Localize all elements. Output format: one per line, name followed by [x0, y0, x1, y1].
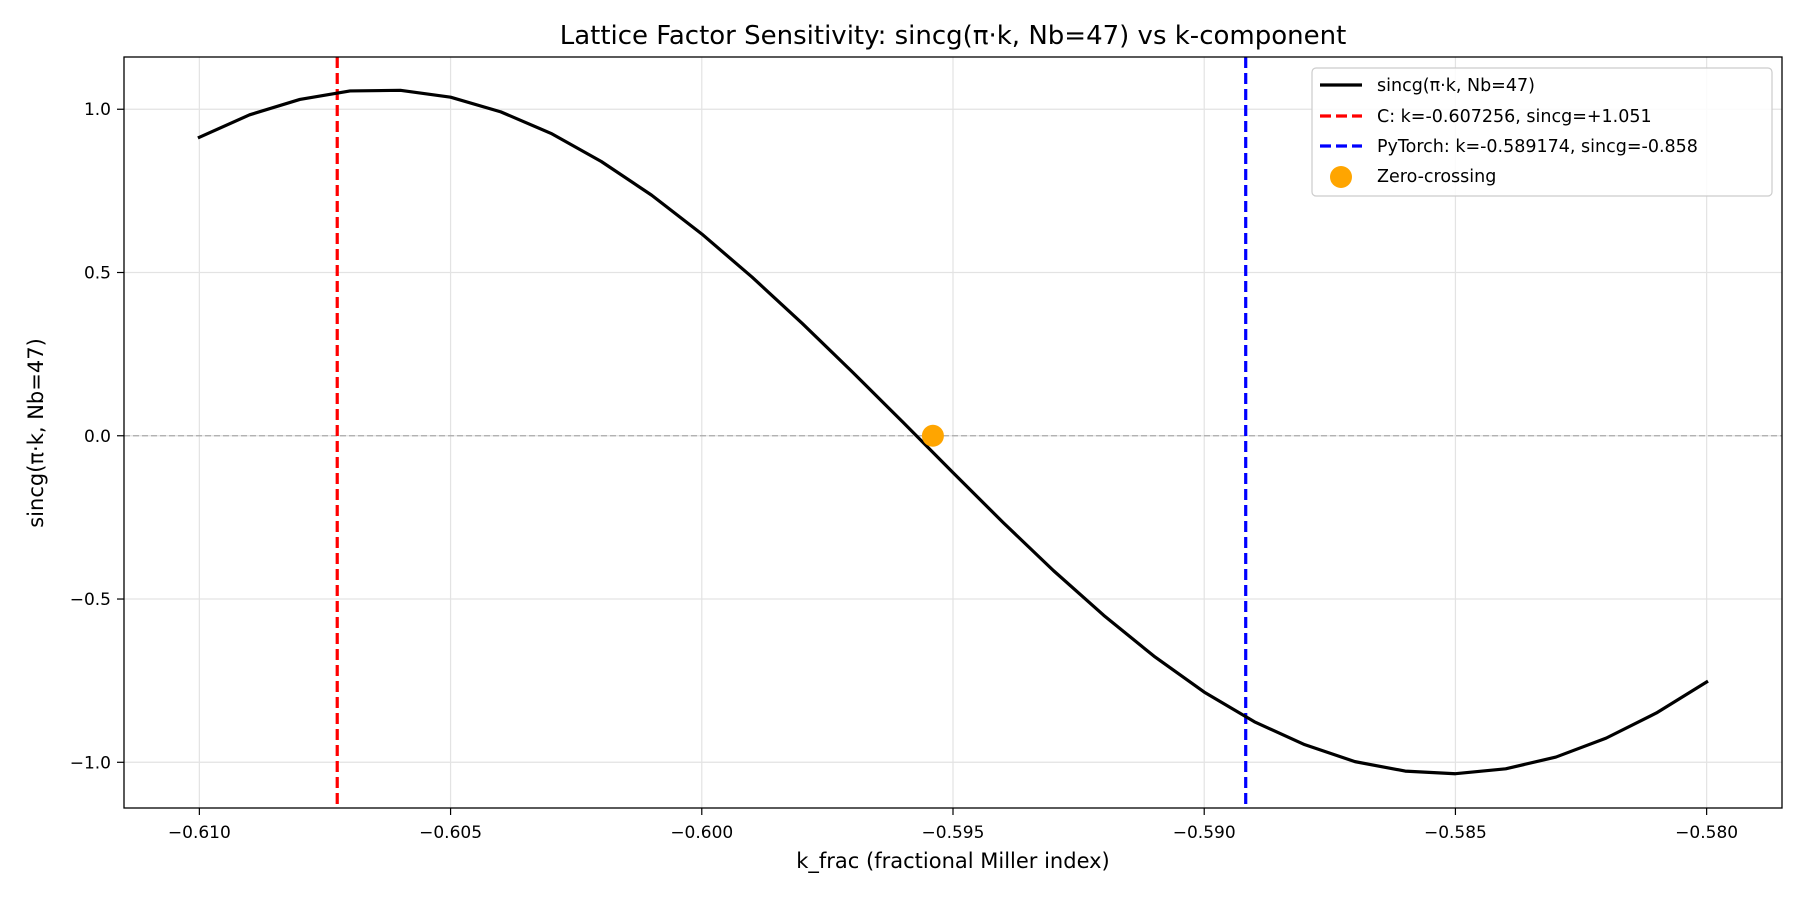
x-tick-label: −0.605 — [419, 823, 482, 843]
x-tick-label: −0.585 — [1424, 823, 1487, 843]
x-axis: −0.610 −0.605 −0.600 −0.595 −0.590 −0.585 −0.5… — [168, 808, 1738, 843]
y-tick-label: 0.5 — [84, 264, 111, 284]
x-tick-label: −0.610 — [168, 823, 231, 843]
y-axis-title: sincg(π·k, Nb=47) — [24, 338, 48, 528]
x-tick-label: −0.580 — [1675, 823, 1738, 843]
y-axis: 1.0 0.5 0.0 −0.5 −1.0 — [70, 100, 124, 773]
y-tick-label: 1.0 — [84, 100, 111, 120]
x-axis-title: k_frac (fractional Miller index) — [796, 849, 1110, 874]
zero-crossing-marker — [921, 424, 944, 447]
legend-swatch-zero-crossing — [1330, 166, 1352, 188]
reference-lines — [124, 57, 1782, 808]
chart-title: Lattice Factor Sensitivity: sincg(π·k, N… — [560, 21, 1347, 51]
y-tick-label: −1.0 — [70, 753, 111, 773]
legend-label-c: C: k=-0.607256, sincg=+1.051 — [1377, 107, 1652, 127]
x-tick-label: −0.590 — [1173, 823, 1236, 843]
series-line-sincg — [197, 88, 1709, 776]
legend-box — [1311, 67, 1773, 197]
y-tick-label: −0.5 — [70, 590, 111, 610]
legend-label-pytorch: PyTorch: k=-0.589174, sincg=-0.858 — [1377, 137, 1698, 157]
series-group — [197, 88, 1709, 776]
x-tick-label: −0.595 — [922, 823, 985, 843]
markers-group — [921, 424, 944, 447]
x-tick-label: −0.600 — [670, 823, 733, 843]
y-tick-label: 0.0 — [84, 427, 111, 447]
legend-label-zero-crossing: Zero-crossing — [1377, 167, 1496, 187]
legend-label-sincg: sincg(π·k, Nb=47) — [1377, 76, 1535, 96]
legend: sincg(π·k, Nb=47) C: k=-0.607256, sincg=… — [1311, 67, 1773, 197]
